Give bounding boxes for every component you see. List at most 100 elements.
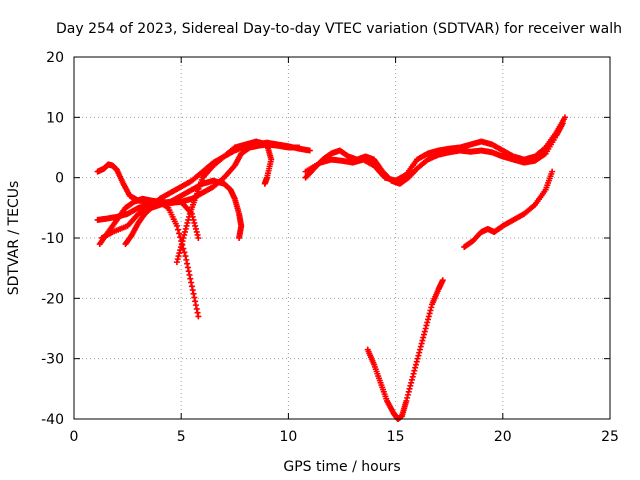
- data-point: [407, 382, 414, 389]
- data-point: [416, 346, 423, 353]
- data-point: [192, 302, 199, 309]
- data-point: [418, 340, 425, 347]
- y-axis-label: SDTVAR / TECUs: [6, 181, 22, 296]
- data-point: [191, 294, 198, 301]
- data-point: [177, 247, 184, 254]
- data-point: [549, 168, 556, 175]
- y-tick-label: -40: [41, 412, 64, 428]
- data-point: [408, 376, 415, 383]
- data-point: [428, 304, 435, 311]
- data-point: [184, 219, 191, 226]
- data-point: [416, 349, 423, 356]
- y-tick-label: 0: [55, 171, 64, 187]
- x-tick-label: 0: [70, 429, 79, 445]
- plot-frame: [73, 56, 611, 420]
- data-point: [405, 388, 412, 395]
- data-point: [426, 310, 433, 317]
- data-point: [182, 253, 189, 260]
- data-point: [411, 367, 418, 374]
- data-point: [179, 238, 186, 245]
- x-tick-label: 20: [494, 429, 512, 445]
- data-point: [175, 253, 182, 260]
- data-point: [184, 264, 191, 271]
- data-point: [421, 331, 428, 338]
- data-points: [94, 114, 568, 422]
- data-point: [180, 235, 187, 241]
- data-point: [194, 231, 201, 238]
- data-point: [192, 222, 199, 229]
- data-point: [178, 241, 185, 248]
- data-point: [183, 222, 190, 229]
- data-point: [185, 216, 192, 223]
- series-8: [302, 114, 568, 184]
- data-point: [425, 313, 432, 320]
- data-point: [174, 256, 181, 263]
- series-3: [96, 195, 202, 320]
- data-point: [406, 385, 413, 392]
- data-point: [189, 287, 196, 294]
- data-point: [176, 250, 183, 257]
- data-point: [185, 268, 192, 275]
- axis-ticks: 0 5 10 15 20 25 -40 -30 -20 -10 0 10 20: [41, 50, 619, 445]
- data-point: [188, 279, 195, 286]
- x-tick-label: 5: [177, 429, 186, 445]
- data-point: [195, 313, 202, 320]
- data-point: [174, 226, 181, 233]
- x-tick-label: 10: [279, 429, 297, 445]
- data-point: [420, 334, 427, 341]
- data-point: [439, 277, 446, 284]
- data-point: [236, 235, 243, 241]
- data-point: [184, 260, 191, 267]
- data-point: [190, 216, 197, 223]
- data-point: [423, 322, 430, 329]
- y-tick-label: -10: [41, 231, 64, 247]
- data-point: [261, 180, 268, 187]
- data-point: [306, 147, 313, 154]
- data-point: [422, 325, 429, 332]
- data-point: [412, 361, 419, 368]
- data-point: [417, 343, 424, 350]
- data-point: [190, 290, 197, 297]
- data-point: [192, 225, 199, 232]
- data-point: [412, 364, 419, 371]
- data-point: [409, 373, 416, 380]
- grid-lines: [74, 57, 610, 419]
- y-tick-label: 10: [46, 110, 64, 126]
- series-9: [364, 277, 446, 422]
- chart-title: Day 254 of 2023, Sidereal Day-to-day VTE…: [56, 21, 622, 37]
- series-6: [173, 138, 275, 266]
- data-point: [404, 394, 411, 401]
- data-point: [421, 328, 428, 335]
- data-point: [191, 219, 198, 226]
- data-point: [173, 222, 180, 229]
- data-point: [408, 379, 415, 386]
- data-point: [177, 244, 184, 251]
- data-point: [193, 305, 200, 312]
- data-point: [176, 230, 183, 237]
- data-point: [183, 256, 190, 263]
- data-point: [186, 271, 193, 278]
- data-point: [181, 228, 188, 235]
- series-5: [122, 177, 245, 248]
- x-axis-label: GPS time / hours: [283, 459, 400, 475]
- x-tick-label: 15: [387, 429, 405, 445]
- data-point: [427, 307, 434, 314]
- data-point: [410, 370, 417, 377]
- data-point: [193, 228, 200, 235]
- y-tick-label: -30: [41, 352, 64, 368]
- series-10: [461, 168, 556, 251]
- data-point: [185, 213, 192, 220]
- data-point: [413, 358, 420, 365]
- data-point: [173, 259, 180, 266]
- y-tick-label: -20: [41, 291, 64, 307]
- data-point: [414, 355, 421, 362]
- data-point: [195, 235, 202, 241]
- data-point: [182, 225, 189, 232]
- data-point: [404, 391, 411, 398]
- x-tick-label: 25: [601, 429, 619, 445]
- data-point: [403, 397, 410, 404]
- data-point: [561, 114, 568, 121]
- data-point: [192, 298, 199, 305]
- data-point: [424, 319, 431, 326]
